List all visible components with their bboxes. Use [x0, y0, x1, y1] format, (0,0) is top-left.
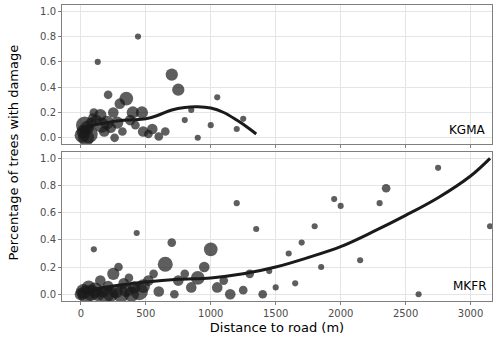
svg-text:0.8: 0.8: [40, 31, 56, 42]
svg-text:0.0: 0.0: [40, 289, 56, 300]
svg-text:1000: 1000: [198, 308, 223, 319]
svg-text:0.6: 0.6: [40, 207, 56, 218]
svg-text:0.8: 0.8: [40, 180, 56, 191]
svg-text:KGMA: KGMA: [449, 123, 486, 137]
svg-text:3000: 3000: [458, 308, 483, 319]
svg-text:500: 500: [136, 308, 155, 319]
svg-text:1.0: 1.0: [40, 6, 56, 17]
svg-text:2000: 2000: [328, 308, 353, 319]
svg-text:MKFR: MKFR: [453, 279, 486, 293]
svg-text:0.0: 0.0: [40, 132, 56, 143]
svg-text:0.2: 0.2: [40, 262, 56, 273]
svg-text:0.4: 0.4: [40, 82, 56, 93]
svg-text:Distance to road (m): Distance to road (m): [210, 320, 344, 335]
svg-text:0.4: 0.4: [40, 234, 56, 245]
svg-text:1.0: 1.0: [40, 153, 56, 164]
svg-text:0: 0: [78, 308, 84, 319]
svg-text:2500: 2500: [393, 308, 418, 319]
svg-text:1500: 1500: [263, 308, 288, 319]
svg-text:0.6: 0.6: [40, 56, 56, 67]
svg-text:Percentage of trees with damag: Percentage of trees with damage: [6, 45, 21, 261]
svg-text:0.2: 0.2: [40, 107, 56, 118]
